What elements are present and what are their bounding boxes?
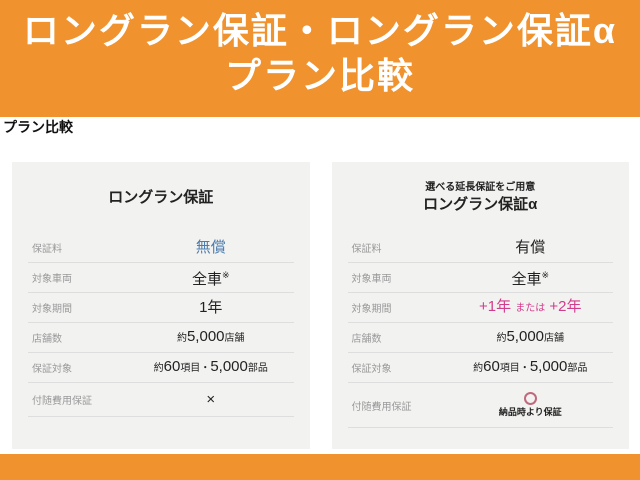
- row-period: 対象期間 +1年 または +2年: [347, 293, 614, 323]
- coverage-prefix: 約: [153, 363, 164, 374]
- cross-mark: ×: [206, 391, 216, 408]
- period-option1: +1年: [478, 298, 512, 315]
- row-label: 店舗数: [351, 334, 382, 345]
- row-vehicles: 対象車両 全車※: [28, 263, 294, 293]
- card-title: ロングラン保証: [108, 189, 214, 206]
- row-value: +1年 または +2年: [448, 298, 614, 317]
- row-incidental: 付随費用保証 ×: [28, 383, 294, 417]
- circle-mark-icon: [523, 392, 537, 405]
- section-heading: プラン比較: [3, 119, 73, 135]
- row-value: 納品時より保証: [448, 392, 614, 418]
- row-value: 全車※: [128, 267, 294, 288]
- stores-number: 5,000: [186, 328, 225, 345]
- row-value: 約60項目・5,000部品: [448, 358, 614, 377]
- coverage-items-number: 60: [163, 358, 181, 375]
- card-rows: 保証料 有償 対象車両 全車※ 対象期間 +1年 または +2年 店舗数 約5,…: [332, 233, 630, 428]
- row-fee: 保証料 無償: [28, 233, 294, 263]
- coverage-parts-unit: 部品: [247, 363, 268, 374]
- card-head: ロングラン保証: [12, 162, 310, 233]
- row-label: 対象期間: [351, 304, 392, 315]
- footnote-mark: ※: [221, 270, 230, 280]
- row-label: 保証料: [351, 244, 382, 255]
- page-banner: ロングラン保証・ロングラン保証α プラン比較: [0, 0, 640, 117]
- row-coverage: 保証対象 約60項目・5,000部品: [28, 353, 294, 383]
- card-longrun-warranty-alpha: 選べる延長保証をご用意 ロングラン保証α 保証料 有償 対象車両 全車※ 対象期…: [331, 162, 630, 449]
- row-label: 保証対象: [32, 364, 72, 375]
- card-subtitle: 選べる延長保証をご用意: [425, 182, 536, 193]
- stores-number: 5,000: [506, 328, 545, 345]
- banner-title-line1: ロングラン保証・ロングラン保証α: [22, 10, 618, 51]
- card-head: 選べる延長保証をご用意 ロングラン保証α: [332, 162, 630, 233]
- fee-value: 無償: [195, 239, 226, 256]
- stores-prefix: 約: [176, 333, 187, 344]
- coverage-items-unit: 項目・: [499, 363, 530, 374]
- row-period: 対象期間 1年: [28, 293, 294, 323]
- row-coverage: 保証対象 約60項目・5,000部品: [347, 353, 614, 383]
- coverage-parts-number: 5,000: [210, 358, 248, 375]
- fee-value: 有償: [515, 239, 546, 256]
- row-label: 対象期間: [32, 304, 72, 315]
- row-vehicles: 対象車両 全車※: [347, 263, 614, 293]
- coverage-prefix: 約: [473, 363, 484, 374]
- row-value: 無償: [128, 239, 294, 256]
- period-value: 1年: [199, 299, 223, 316]
- footer-bar: [0, 454, 640, 480]
- row-label: 付随費用保証: [351, 401, 412, 413]
- card-longrun-warranty: ロングラン保証 保証料 無償 対象車両 全車※ 対象期間 1年 店舗数 約5,0…: [12, 162, 310, 449]
- stores-suffix: 店舗: [544, 333, 565, 344]
- period-option2: +2年: [549, 298, 582, 315]
- banner-title-line2: プラン比較: [224, 55, 415, 96]
- row-label: 対象車両: [351, 274, 392, 285]
- row-value: 約60項目・5,000部品: [128, 358, 294, 377]
- coverage-items-unit: 項目・: [180, 363, 211, 374]
- footnote-mark: ※: [541, 270, 550, 280]
- row-label: 付随費用保証: [32, 396, 92, 407]
- card-title: ロングラン保証α: [423, 196, 538, 213]
- row-value: 全車※: [448, 267, 614, 288]
- plan-comparison: ロングラン保証 保証料 無償 対象車両 全車※ 対象期間 1年 店舗数 約5,0…: [12, 162, 629, 449]
- row-label: 保証料: [32, 244, 62, 255]
- coverage-parts-number: 5,000: [529, 358, 568, 375]
- vehicles-value: 全車: [191, 271, 222, 288]
- stores-prefix: 約: [496, 333, 507, 344]
- period-conjunction: または: [515, 303, 546, 314]
- row-label: 店舗数: [32, 334, 62, 345]
- coverage-items-number: 60: [483, 358, 500, 375]
- circle-caption: 納品時より保証: [498, 407, 562, 417]
- card-rows: 保証料 無償 対象車両 全車※ 対象期間 1年 店舗数 約5,000店舗 保証対…: [12, 233, 310, 417]
- vehicles-value: 全車: [511, 271, 542, 288]
- row-incidental: 付随費用保証 納品時より保証: [347, 383, 614, 428]
- row-stores: 店舗数 約5,000店舗: [347, 323, 614, 353]
- row-value: 約5,000店舗: [128, 328, 294, 347]
- row-label: 保証対象: [351, 364, 392, 375]
- row-value: 約5,000店舗: [448, 328, 614, 347]
- coverage-parts-unit: 部品: [567, 363, 588, 374]
- row-label: 対象車両: [32, 274, 72, 285]
- row-fee: 保証料 有償: [347, 233, 613, 263]
- stores-suffix: 店舗: [224, 333, 245, 344]
- row-stores: 店舗数 約5,000店舗: [28, 323, 294, 353]
- row-value: ×: [128, 391, 294, 408]
